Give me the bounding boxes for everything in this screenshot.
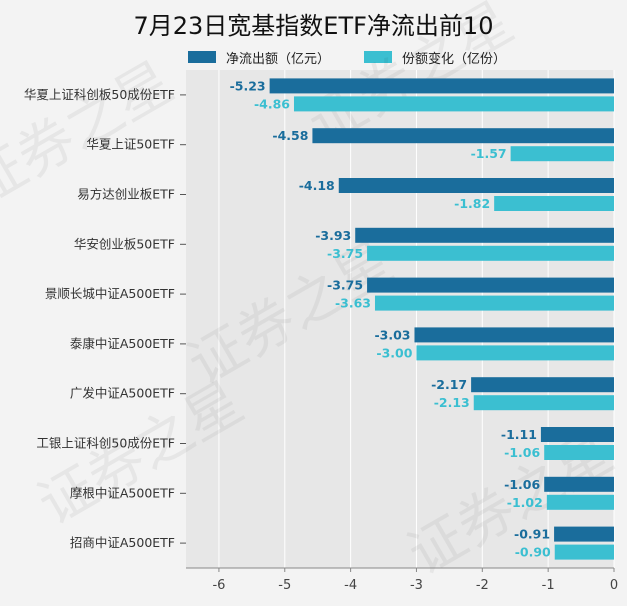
data-label-share-change: -3.75 [327,246,363,261]
data-label-net-outflow: -3.93 [315,228,351,243]
bar-net-outflow [367,277,614,293]
bar-share-change [554,544,614,560]
bar-net-outflow [544,476,614,492]
bar-share-change [416,345,614,361]
x-tick-label: 0 [610,578,618,593]
bar-net-outflow [338,178,614,193]
bar-share-change [374,295,614,311]
data-label-net-outflow: -3.03 [374,327,410,342]
legend-label-share-change: 份额变化（亿份） [402,51,507,67]
data-label-share-change: -4.86 [254,96,290,111]
bar-net-outflow [471,377,614,393]
x-tick-label: -6 [212,578,225,593]
bar-net-outflow [312,128,614,144]
data-label-share-change: -1.02 [507,495,543,510]
data-label-net-outflow: -4.18 [299,178,335,193]
bar-share-change [293,96,614,112]
bar-net-outflow [355,227,614,243]
x-tick-label: -1 [542,578,555,593]
category-label: 招商中证A500ETF [70,535,175,550]
bar-net-outflow [414,327,614,343]
legend-item-share-change: 份额变化（亿份） [364,48,506,67]
data-label-net-outflow: -1.06 [504,477,540,492]
bar-share-change [494,196,614,211]
legend-label-net-outflow: 净流出额（亿元） [226,51,331,67]
bar-share-change [546,494,614,510]
bar-share-change [510,146,614,162]
category-label: 工银上证科创50成份ETF [36,436,175,451]
legend-swatch-net-outflow [188,51,216,63]
data-label-share-change: -3.00 [376,345,412,360]
bar-share-change [544,445,614,460]
bar-share-change [473,395,614,411]
bar-share-change [367,245,614,261]
data-label-share-change: -1.57 [471,146,507,161]
bar-net-outflow [554,526,614,542]
x-tick-label: -2 [476,578,489,593]
category-label: 泰康中证A500ETF [70,336,175,351]
data-label-net-outflow: -0.91 [514,527,550,542]
bar-net-outflow [269,78,614,94]
data-label-share-change: -0.90 [515,545,551,560]
data-label-share-change: -3.63 [335,296,371,311]
category-label: 广发中证A500ETF [70,386,175,401]
data-label-net-outflow: -2.17 [431,377,467,392]
data-label-share-change: -1.06 [504,445,540,460]
category-label: 易方达创业板ETF [77,187,175,202]
legend-swatch-share-change [364,51,393,63]
category-label: 华安创业板50ETF [74,236,175,251]
data-label-net-outflow: -1.11 [501,427,537,442]
legend: 净流出额（亿元） 份额变化（亿份） [188,48,540,67]
x-tick-label: -3 [410,578,423,593]
x-tick-label: -5 [278,578,291,593]
data-label-share-change: -1.82 [454,196,490,211]
data-label-net-outflow: -3.75 [327,278,363,293]
chart-title: 7月23日宽基指数ETF净流出前10 [133,12,494,40]
category-label: 景顺长城中证A500ETF [45,286,175,301]
category-label: 华夏上证科创板50成份ETF [24,87,175,102]
category-label: 华夏上证50ETF [86,137,175,152]
legend-item-net-outflow: 净流出额（亿元） [188,48,330,67]
x-tick-label: -4 [344,578,357,593]
category-label: 摩根中证A500ETF [70,485,175,500]
bar-net-outflow [540,427,614,442]
data-label-net-outflow: -4.58 [272,128,308,143]
data-label-net-outflow: -5.23 [230,78,266,93]
data-label-share-change: -2.13 [434,395,470,410]
